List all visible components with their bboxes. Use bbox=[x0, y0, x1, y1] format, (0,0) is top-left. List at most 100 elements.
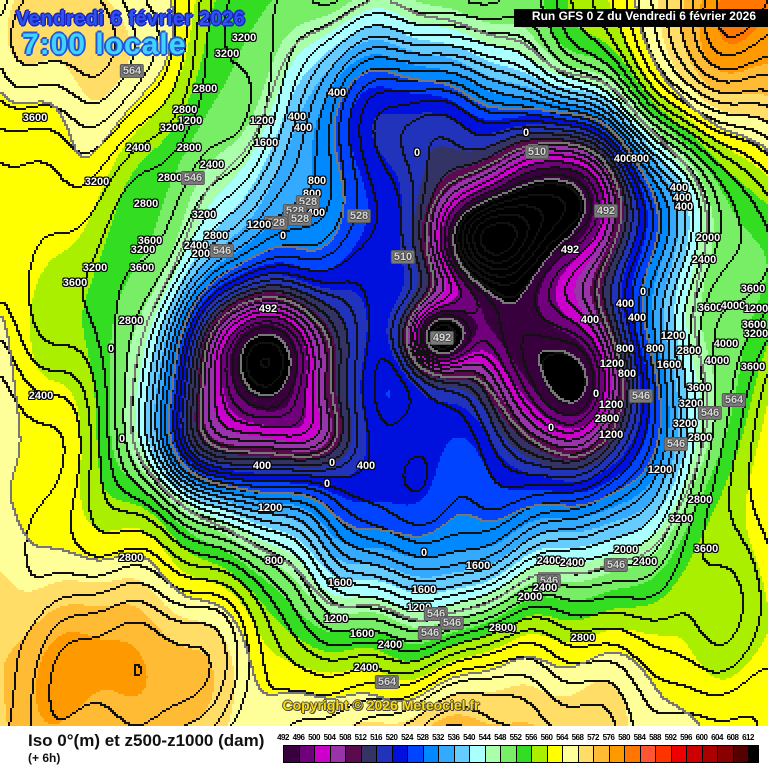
contour-label: 2400 bbox=[353, 662, 379, 674]
thickness-contour-label: 528 bbox=[263, 216, 289, 230]
thickness-contour-label: 564 bbox=[721, 393, 747, 407]
contour-label: 800 bbox=[645, 343, 665, 355]
legend-swatch bbox=[609, 746, 625, 762]
contour-label: 0 bbox=[279, 230, 287, 242]
contour-label: 0 bbox=[323, 478, 331, 490]
contour-label: 0 bbox=[639, 286, 647, 298]
legend-swatch bbox=[439, 746, 455, 762]
contour-label: 2400 bbox=[536, 555, 562, 567]
contour-label: 800 bbox=[264, 555, 284, 567]
contour-label: 1200 bbox=[647, 464, 673, 476]
thickness-contour-label: 510 bbox=[390, 250, 416, 264]
legend-tick-value: 596 bbox=[680, 733, 692, 742]
contour-label: 400 bbox=[613, 153, 633, 165]
contour-label: 400 bbox=[252, 460, 272, 472]
legend-tick-value: 524 bbox=[401, 733, 413, 742]
thickness-contour-label: 546 bbox=[417, 626, 443, 640]
contour-label: 2800 bbox=[687, 432, 713, 444]
legend-swatch bbox=[547, 746, 563, 762]
thickness-contour-label: 564 bbox=[374, 675, 400, 689]
contour-label: 2800 bbox=[570, 632, 596, 644]
legend-tick-value: 504 bbox=[323, 733, 336, 742]
map-date-title: Vendredi 6 février 2026 bbox=[16, 8, 246, 30]
run-info-banner: Run GFS 0 Z du Vendredi 6 février 2026 bbox=[513, 9, 768, 27]
legend-tick-value: 500 bbox=[308, 733, 320, 742]
legend-swatch bbox=[346, 746, 362, 762]
contour-label: 2000 bbox=[695, 232, 721, 244]
legend-swatch bbox=[299, 746, 315, 762]
contour-label: 800 bbox=[615, 343, 635, 355]
thickness-contour-label: 546 bbox=[697, 406, 723, 420]
contour-label: 1200 bbox=[599, 358, 625, 370]
contour-label: 400 bbox=[669, 182, 689, 194]
legend-tick-value: 528 bbox=[416, 733, 429, 742]
legend-tick-value: 560 bbox=[540, 733, 553, 742]
contour-label: 1200 bbox=[249, 115, 275, 127]
contour-label: 0 bbox=[547, 422, 555, 434]
thickness-contour-label: 510 bbox=[524, 145, 550, 159]
contour-label: 1200 bbox=[257, 502, 283, 514]
contour-label: 3200 bbox=[159, 122, 185, 134]
contour-label: 400 bbox=[287, 111, 307, 123]
contour-label: 3600 bbox=[697, 302, 723, 314]
legend-tick-value: 516 bbox=[370, 733, 382, 742]
contour-label: 0 bbox=[118, 433, 126, 445]
contour-label: 1200 bbox=[660, 330, 686, 342]
legend-swatch bbox=[361, 746, 377, 762]
forecast-step-label: (+ 6h) bbox=[28, 751, 61, 765]
contour-label: 3200 bbox=[231, 32, 257, 44]
legend-tick-value: 508 bbox=[339, 733, 351, 742]
legend-scale-numbers: 492 496 500 504 508 512 516 520 524 528 532 536 540 5… bbox=[277, 733, 765, 743]
legend-tick-value: 612 bbox=[742, 733, 754, 742]
contour-label: 1600 bbox=[349, 628, 375, 640]
contour-label: 2800 bbox=[172, 104, 198, 116]
legend-swatch bbox=[423, 746, 439, 762]
contour-label: 400 bbox=[627, 312, 647, 324]
legend-tick-value: 536 bbox=[447, 733, 460, 742]
legend-swatch bbox=[284, 746, 300, 762]
contour-label: 2400 bbox=[377, 639, 403, 651]
contour-label: 492 bbox=[560, 244, 580, 256]
thickness-contour-label: 492 bbox=[593, 204, 619, 218]
contour-label: 3600 bbox=[137, 235, 163, 247]
contour-label: 2800 bbox=[118, 315, 144, 327]
contour-label: 400 bbox=[672, 192, 692, 204]
contour-label: 400 bbox=[580, 314, 600, 326]
legend-swatch bbox=[578, 746, 594, 762]
contour-label: 3600 bbox=[693, 543, 719, 555]
thickness-contour-label: 528 bbox=[346, 209, 372, 223]
legend-swatch bbox=[718, 746, 734, 762]
contour-label: 2800 bbox=[594, 413, 620, 425]
legend-color-scale bbox=[283, 745, 759, 763]
thickness-contour-label: 546 bbox=[536, 574, 562, 588]
legend-swatch bbox=[485, 746, 501, 762]
legend-swatch bbox=[501, 746, 517, 762]
contour-label: 800 bbox=[617, 368, 637, 380]
contour-label: 3600 bbox=[741, 319, 767, 331]
thickness-field-canvas bbox=[0, 0, 768, 726]
contour-label: 1600 bbox=[253, 137, 279, 149]
contour-label: 2800 bbox=[203, 230, 229, 242]
legend-swatch bbox=[625, 746, 641, 762]
contour-label: 800 bbox=[497, 623, 517, 635]
contour-label: 3600 bbox=[686, 382, 712, 394]
contour-label: 2800 bbox=[176, 142, 202, 154]
legend-tick-value: 552 bbox=[509, 733, 522, 742]
contour-label: 0 bbox=[413, 147, 421, 159]
legend-swatch bbox=[656, 746, 672, 762]
contour-label: 800 bbox=[307, 175, 327, 187]
contour-label: 3200 bbox=[191, 209, 217, 221]
thickness-contour-label: 546 bbox=[603, 558, 629, 572]
product-label: Iso 0°(m) et z500-z1000 (dam) bbox=[28, 731, 265, 750]
legend-swatch bbox=[315, 746, 331, 762]
legend-swatch bbox=[516, 746, 532, 762]
contour-label: 2400 bbox=[532, 582, 558, 594]
contour-label: 492 bbox=[258, 303, 278, 315]
legend-tick-value: 604 bbox=[711, 733, 723, 742]
contour-label: 1200 bbox=[177, 115, 203, 127]
legend-tick-value: 520 bbox=[385, 733, 398, 742]
legend-tick-value: 568 bbox=[571, 733, 584, 742]
contour-label: 400 bbox=[293, 122, 313, 134]
contour-label: 1200 bbox=[598, 429, 624, 441]
